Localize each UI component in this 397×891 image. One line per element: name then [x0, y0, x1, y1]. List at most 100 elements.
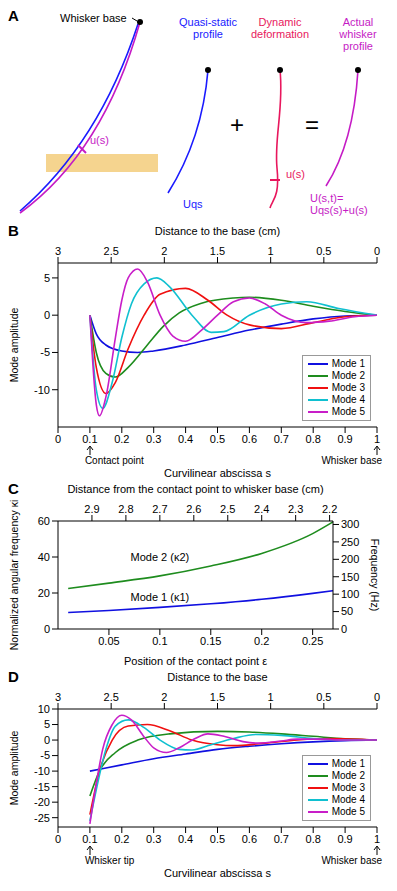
svg-text:5: 5: [44, 718, 50, 730]
svg-text:1: 1: [268, 245, 274, 257]
html-text:u(s): u(s): [90, 134, 109, 146]
svg-text:2.2: 2.2: [322, 503, 337, 515]
svg-text:2.4: 2.4: [254, 503, 269, 515]
svg-text:2: 2: [161, 691, 167, 703]
svg-text:10: 10: [38, 703, 50, 715]
html-text:Mode 2: Mode 2: [331, 370, 365, 381]
svg-text:Mode amplitude: Mode amplitude: [8, 307, 20, 382]
svg-text:0: 0: [55, 833, 61, 845]
svg-text:-10: -10: [34, 384, 50, 396]
svg-text:0.6: 0.6: [242, 433, 257, 445]
svg-text:-10: -10: [34, 765, 50, 777]
svg-text:-15: -15: [34, 781, 50, 793]
svg-text:0.1: 0.1: [82, 433, 97, 445]
svg-text:0.1: 0.1: [82, 833, 97, 845]
svg-text:Position of the contact point: Position of the contact point ε: [124, 655, 267, 667]
svg-text:2: 2: [161, 245, 167, 257]
svg-text:1.5: 1.5: [210, 245, 225, 257]
svg-text:1: 1: [374, 433, 380, 445]
html-text:Uqs: Uqs: [183, 198, 203, 210]
svg-text:1.5: 1.5: [210, 691, 225, 703]
svg-text:0: 0: [374, 245, 380, 257]
svg-text:0.2: 0.2: [114, 433, 129, 445]
svg-text:-20: -20: [34, 796, 50, 808]
svg-text:0.2: 0.2: [114, 833, 129, 845]
svg-text:0.9: 0.9: [337, 433, 352, 445]
svg-text:0.5: 0.5: [210, 833, 225, 845]
svg-text:0: 0: [44, 734, 50, 746]
svg-text:0.7: 0.7: [274, 833, 289, 845]
svg-text:3: 3: [55, 691, 61, 703]
html-text:Contact point: Contact point: [84, 455, 144, 466]
html-text:Whisker base: Whisker base: [60, 12, 127, 24]
svg-text:150: 150: [341, 571, 359, 583]
svg-text:60: 60: [38, 515, 50, 527]
svg-text:0.3: 0.3: [146, 433, 161, 445]
svg-text:2.8: 2.8: [118, 503, 133, 515]
svg-text:0.4: 0.4: [178, 833, 193, 845]
html-text:Quasi-static profile: Quasi-static profile: [179, 16, 237, 40]
html-text:Actual whisker profile: Actual whisker profile: [339, 16, 377, 52]
svg-text:1: 1: [374, 833, 380, 845]
svg-text:2.6: 2.6: [186, 503, 201, 515]
svg-text:1: 1: [268, 691, 274, 703]
html-text:u(s): u(s): [286, 168, 305, 180]
html-text:U(s,t)=: U(s,t)=: [310, 192, 344, 204]
svg-text:300: 300: [341, 518, 359, 530]
svg-text:5: 5: [44, 272, 50, 284]
svg-text:0.5: 0.5: [316, 245, 331, 257]
svg-text:Curvilinear abscissa s: Curvilinear abscissa s: [164, 867, 271, 879]
svg-text:0.8: 0.8: [306, 833, 321, 845]
svg-text:0.2: 0.2: [254, 635, 269, 647]
svg-text:0.5: 0.5: [210, 433, 225, 445]
svg-text:50: 50: [341, 605, 353, 617]
html-text:Uqs(s)+u(s): Uqs(s)+u(s): [310, 204, 368, 216]
svg-text:40: 40: [38, 551, 50, 563]
svg-text:0.1: 0.1: [152, 635, 167, 647]
html-text:Mode 1: Mode 1: [331, 358, 365, 369]
svg-text:Distance from the contact poin: Distance from the contact point to whisk…: [67, 483, 323, 495]
svg-text:2.5: 2.5: [104, 691, 119, 703]
svg-text:200: 200: [341, 553, 359, 565]
svg-text:-5: -5: [40, 749, 50, 761]
svg-text:Distance to the base (cm): Distance to the base (cm): [155, 225, 280, 237]
svg-text:250: 250: [341, 536, 359, 548]
html-text:A: A: [8, 7, 19, 24]
svg-text:-25: -25: [34, 812, 50, 824]
svg-text:0.7: 0.7: [274, 433, 289, 445]
svg-text:0.05: 0.05: [98, 635, 119, 647]
svg-text:Mode amplitude: Mode amplitude: [8, 730, 20, 805]
svg-text:Mode 2 (κ2): Mode 2 (κ2): [131, 551, 190, 563]
svg-text:3: 3: [55, 245, 61, 257]
svg-text:2.7: 2.7: [152, 503, 167, 515]
html-text:Mode 3: Mode 3: [331, 382, 365, 393]
svg-text:0: 0: [44, 623, 50, 635]
svg-text:0.4: 0.4: [178, 433, 193, 445]
svg-text:Normalized angular frequency κ: Normalized angular frequency κi: [8, 500, 20, 651]
svg-text:0.8: 0.8: [306, 433, 321, 445]
svg-text:0: 0: [374, 691, 380, 703]
html-text:Dynamic deformation: Dynamic deformation: [251, 16, 309, 40]
svg-text:2.9: 2.9: [84, 503, 99, 515]
svg-text:2.5: 2.5: [220, 503, 235, 515]
html-text:Whisker base: Whisker base: [321, 455, 382, 466]
svg-text:0.5: 0.5: [316, 691, 331, 703]
svg-text:0.3: 0.3: [146, 833, 161, 845]
svg-text:100: 100: [341, 588, 359, 600]
svg-text:0: 0: [55, 433, 61, 445]
svg-text:Mode 1 (κ1): Mode 1 (κ1): [131, 591, 190, 603]
svg-text:Frequency (Hz): Frequency (Hz): [369, 539, 381, 611]
svg-text:0: 0: [44, 309, 50, 321]
svg-text:2.5: 2.5: [104, 245, 119, 257]
svg-text:0: 0: [341, 623, 347, 635]
html-text:B: B: [8, 222, 19, 239]
svg-text:2.3: 2.3: [288, 503, 303, 515]
svg-text:0.9: 0.9: [337, 833, 352, 845]
svg-text:0.25: 0.25: [302, 635, 323, 647]
svg-text:-5: -5: [40, 346, 50, 358]
svg-text:Distance to the base: Distance to the base: [167, 671, 267, 683]
svg-text:20: 20: [38, 587, 50, 599]
svg-text:0.15: 0.15: [200, 635, 221, 647]
svg-text:Curvilinear abscissa s: Curvilinear abscissa s: [164, 467, 271, 479]
svg-text:0.6: 0.6: [242, 833, 257, 845]
